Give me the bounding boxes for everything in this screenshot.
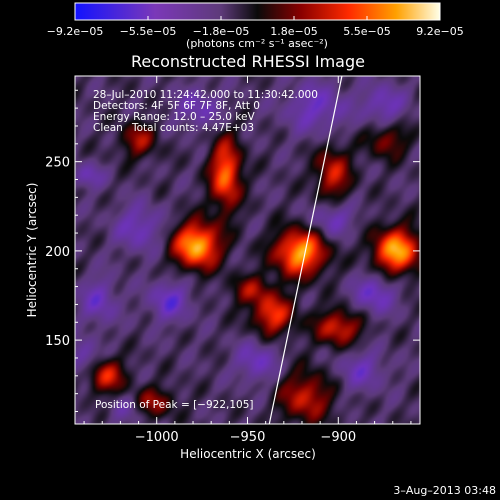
x-tick-label: −1000	[135, 430, 179, 445]
x-tick-label: −900	[320, 430, 356, 445]
x-axis: −1000 −950 −900	[83, 76, 412, 445]
annotation-method: Clean	[93, 122, 123, 134]
colorbar-ticks: −9.2e−05 −5.5e−05 −1.8e−05 1.8e−05 5.5e−05 9.…	[47, 16, 464, 38]
footer-timestamp: 3–Aug–2013 03:48	[393, 484, 496, 497]
chart-title: Reconstructed RHESSI Image	[131, 52, 365, 71]
colorbar-tick-label: −9.2e−05	[47, 25, 104, 38]
y-tick-label: 250	[45, 156, 70, 171]
y-axis: 150 200 250	[45, 89, 420, 413]
colorbar-tick-label: 5.5e−05	[343, 25, 390, 38]
colorbar-units-label: (photons cm⁻² s⁻¹ asec⁻²)	[186, 37, 328, 50]
y-tick-label: 150	[45, 334, 70, 349]
heatmap-image	[75, 76, 420, 424]
colorbar-tick-label: −5.5e−05	[120, 25, 177, 38]
annotation-energy-range: Energy Range: 12.0 – 25.0 keV	[93, 111, 255, 123]
colorbar-tick-label: 1.8e−05	[270, 25, 317, 38]
x-tick-label: −950	[230, 430, 266, 445]
annotation-peak-position: Position of Peak = [−922,105]	[95, 399, 254, 411]
annotation-detectors: Detectors: 4F 5F 6F 7F 8F, Att 0	[93, 100, 260, 112]
y-axis-label: Heliocentric Y (arcsec)	[25, 183, 39, 318]
y-tick-label: 200	[45, 245, 70, 260]
annotation-total-counts: Total counts: 4.47E+03	[131, 122, 254, 134]
colorbar-tick-label: 9.2e−05	[416, 25, 463, 38]
solar-limb-line	[268, 76, 343, 424]
colorbar-tick-label: −1.8e−05	[193, 25, 250, 38]
colorbar	[74, 2, 441, 21]
annotation-time-range: 28–Jul–2010 11:24:42.000 to 11:30:42.000	[93, 89, 318, 101]
x-axis-label: Heliocentric X (arcsec)	[180, 447, 316, 461]
